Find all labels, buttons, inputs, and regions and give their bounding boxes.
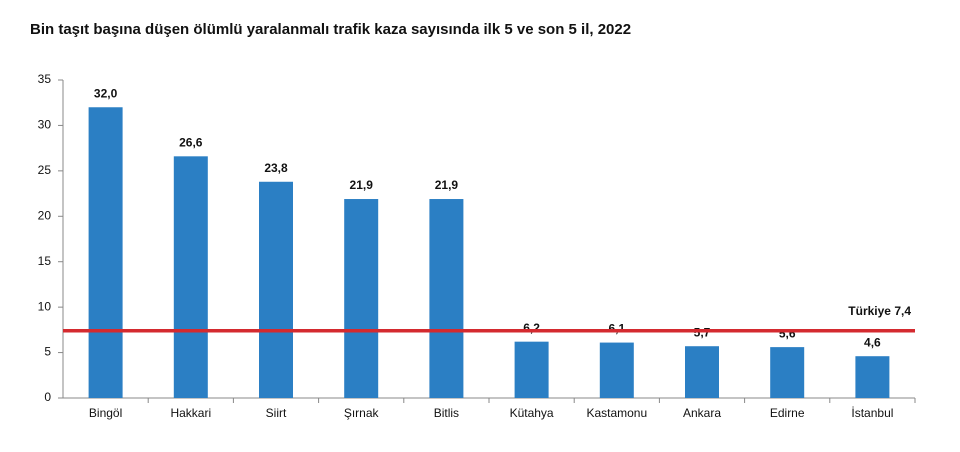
x-tick-label: Edirne bbox=[770, 406, 805, 420]
y-tick-label: 30 bbox=[38, 118, 52, 132]
value-label: 32,0 bbox=[94, 86, 118, 100]
value-label: 6,2 bbox=[523, 321, 540, 335]
chart-title: Bin taşıt başına düşen ölümlü yaralanmal… bbox=[30, 21, 631, 38]
y-tick-label: 20 bbox=[38, 208, 52, 222]
y-tick-label: 15 bbox=[38, 254, 52, 268]
y-tick-label: 10 bbox=[38, 299, 52, 313]
value-label: 5,6 bbox=[779, 326, 796, 340]
bar bbox=[259, 181, 293, 398]
y-tick-label: 5 bbox=[44, 345, 51, 359]
value-label: 6,1 bbox=[608, 322, 625, 336]
bar bbox=[599, 342, 634, 398]
x-tick-label: Şırnak bbox=[344, 406, 380, 420]
y-tick-label: 0 bbox=[44, 390, 51, 404]
bar bbox=[173, 156, 208, 398]
value-label: 4,6 bbox=[864, 335, 881, 349]
x-tick-label: Kastamonu bbox=[586, 406, 647, 420]
bar bbox=[770, 347, 805, 398]
x-tick-label: İstanbul bbox=[851, 406, 893, 420]
value-label: 21,9 bbox=[350, 178, 374, 192]
y-tick-label: 35 bbox=[38, 72, 52, 86]
value-label: 23,8 bbox=[264, 161, 288, 175]
x-tick-label: Kütahya bbox=[510, 406, 554, 420]
bar bbox=[344, 199, 379, 398]
x-tick-label: Hakkari bbox=[170, 406, 211, 420]
bar bbox=[685, 346, 719, 398]
x-tick-label: Siirt bbox=[266, 406, 287, 420]
bar bbox=[855, 356, 890, 398]
reference-label: Türkiye 7,4 bbox=[848, 304, 911, 318]
bar bbox=[88, 107, 123, 398]
x-tick-label: Ankara bbox=[683, 406, 721, 420]
value-label: 26,6 bbox=[179, 135, 203, 149]
bar bbox=[429, 199, 464, 398]
x-tick-label: Bitlis bbox=[434, 406, 459, 420]
value-label: 21,9 bbox=[435, 178, 459, 192]
y-tick-label: 25 bbox=[38, 163, 52, 177]
bar bbox=[514, 341, 549, 398]
x-tick-label: Bingöl bbox=[89, 406, 122, 420]
